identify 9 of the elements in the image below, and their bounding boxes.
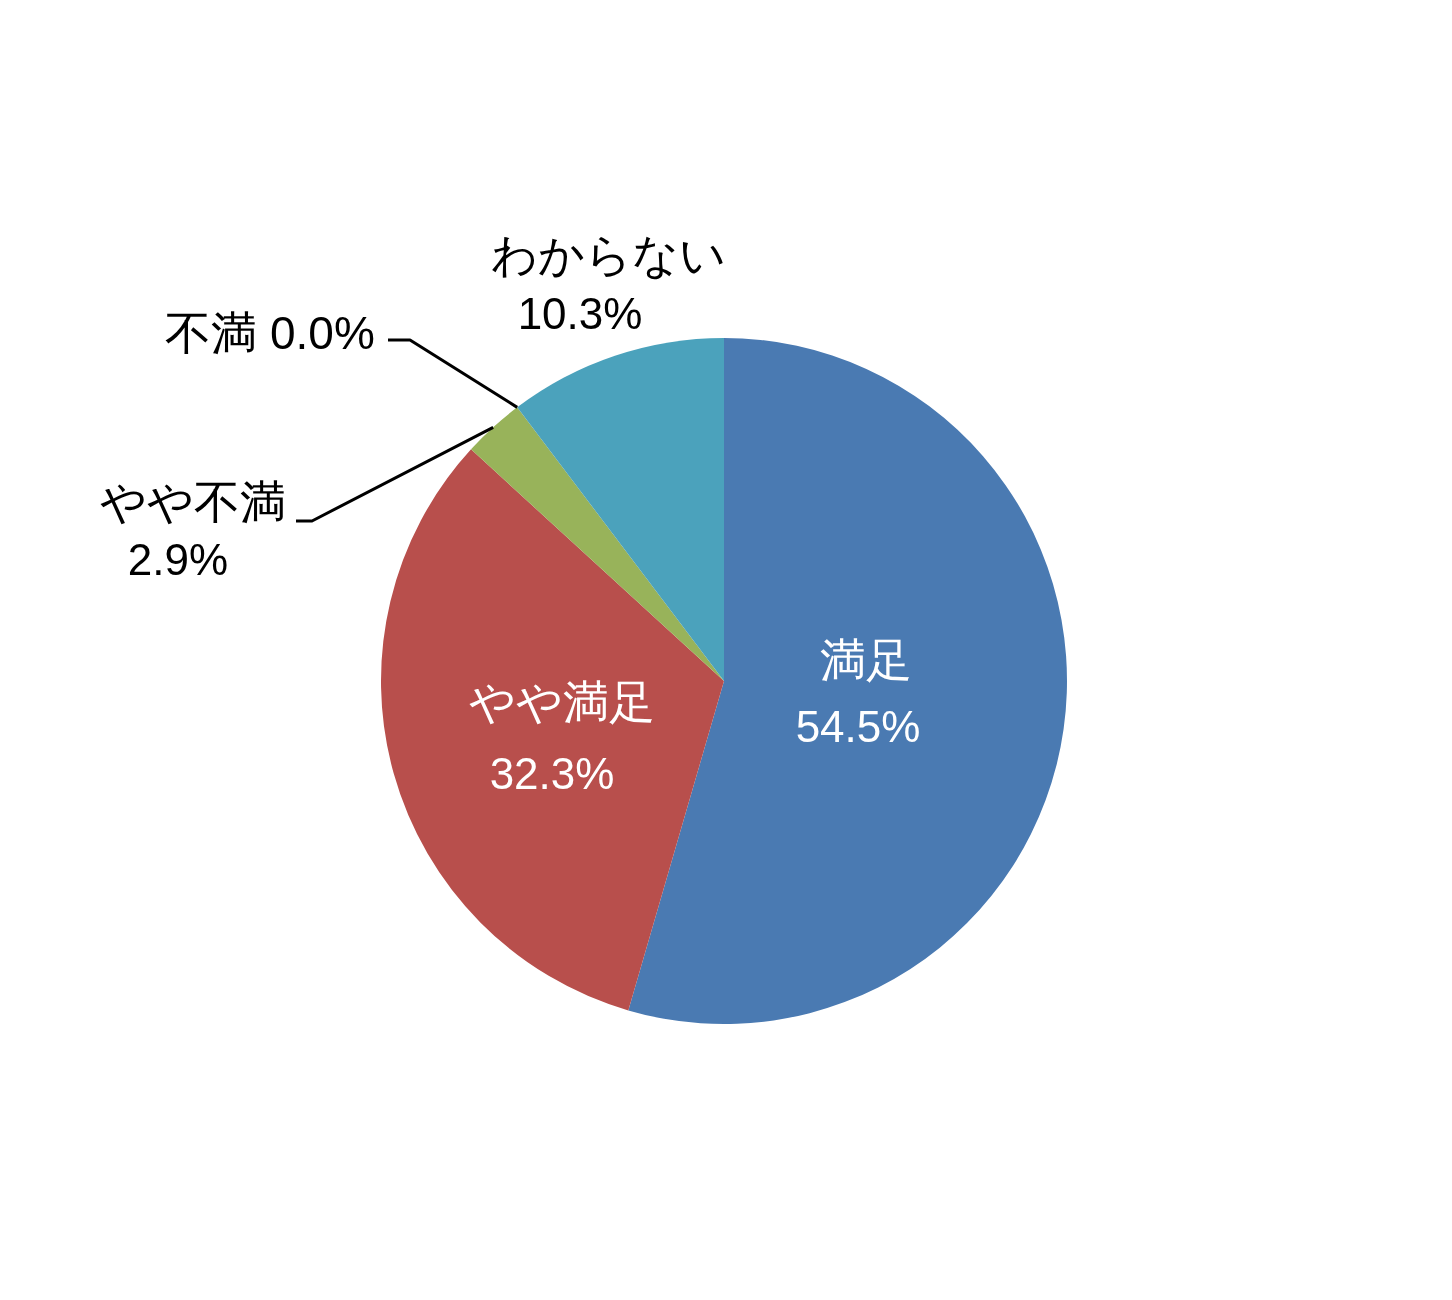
slice-label: やや不満 xyxy=(100,475,286,528)
data-label: 32.3% xyxy=(489,749,615,799)
slice-label: やや満足 xyxy=(469,675,655,728)
category-label: 不満 0.0% xyxy=(165,306,375,359)
data-label: 54.5% xyxy=(795,702,921,752)
data-label: 2.9% xyxy=(127,535,229,585)
data-label: 10.3% xyxy=(517,289,643,339)
slice-label: わからない xyxy=(490,228,726,281)
slice-label: 満足 xyxy=(820,633,912,686)
